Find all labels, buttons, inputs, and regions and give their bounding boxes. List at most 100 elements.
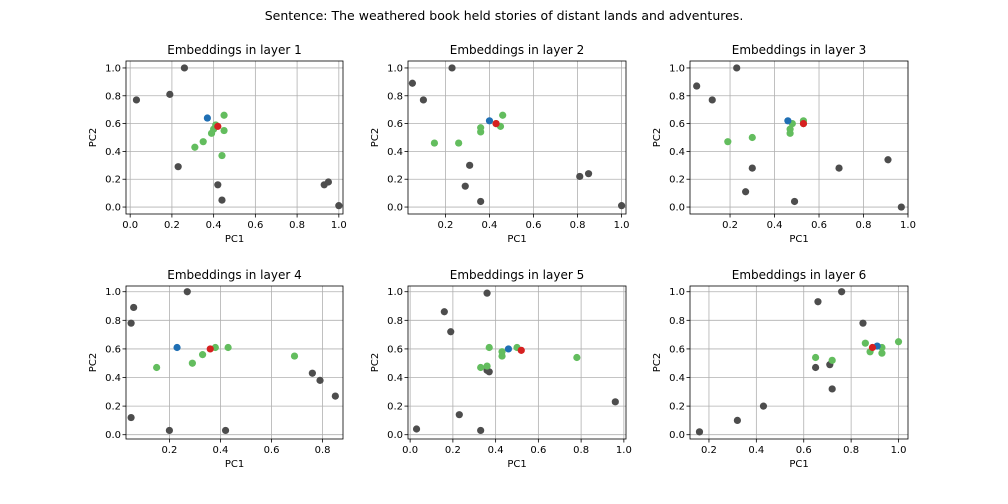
- panel-title: Embeddings in layer 3: [732, 43, 866, 57]
- scatter-point: [221, 426, 230, 435]
- x-axis-label: PC1: [507, 234, 526, 245]
- scatter-point: [165, 426, 173, 435]
- x-tick-label: 1.0: [616, 445, 632, 456]
- scatter-point: [448, 64, 456, 72]
- scatter-point: [218, 196, 226, 204]
- scatter-point: [455, 411, 463, 419]
- scatter-point: [183, 288, 191, 296]
- scatter-point: [324, 178, 332, 186]
- x-tick-label: 0.6: [247, 220, 263, 231]
- scatter-point: [799, 119, 808, 128]
- x-tick-label: 0.4: [488, 445, 504, 456]
- scatter-point: [331, 392, 339, 400]
- x-tick-label: 0.8: [289, 220, 305, 231]
- x-tick-label: 0.0: [122, 220, 138, 231]
- x-axis-label: PC1: [789, 459, 808, 470]
- x-axis-label: PC1: [789, 234, 808, 245]
- x-tick-label: 0.4: [206, 220, 222, 231]
- scatter-point: [868, 343, 877, 352]
- scatter-point: [483, 362, 491, 370]
- scatter-point: [742, 188, 750, 196]
- scatter-point: [695, 428, 704, 436]
- scatter-point: [811, 353, 820, 362]
- scatter-point: [573, 353, 581, 362]
- scatter-point: [708, 96, 716, 104]
- x-axis-label: PC1: [225, 459, 244, 470]
- scatter-point: [724, 138, 732, 146]
- x-tick-label: 1.0: [614, 220, 630, 231]
- y-tick-label: 0.6: [669, 344, 685, 355]
- y-tick-label: 0.0: [669, 430, 685, 441]
- scatter-point: [214, 122, 222, 130]
- scatter-point: [166, 90, 174, 98]
- scatter-panel-1: 0.0 0.2 0.4 0.6 0.8 1.0 0.0 0.2 0.4 0.6 0.8 1.0 Embe…: [88, 43, 347, 245]
- y-axis-label: PC2: [88, 128, 99, 147]
- y-tick-label: 0.2: [669, 175, 685, 186]
- scatter-point: [748, 164, 756, 172]
- x-tick-label: 1.0: [331, 220, 347, 231]
- y-axis-label: PC2: [370, 353, 381, 372]
- x-tick-label: 0.4: [748, 445, 764, 456]
- x-tick-label: 0.2: [437, 220, 453, 231]
- y-tick-label: 0.6: [387, 119, 403, 130]
- scatter-point: [180, 64, 189, 72]
- y-tick-label: 0.0: [387, 203, 403, 214]
- scatter-point: [224, 343, 232, 352]
- y-tick-label: 0.2: [387, 175, 403, 186]
- x-tick-label: 1.0: [891, 445, 907, 456]
- scatter-point: [188, 359, 196, 367]
- x-tick-label: 0.6: [796, 445, 812, 456]
- x-tick-label: 0.6: [264, 445, 280, 456]
- y-tick-label: 1.0: [669, 287, 685, 298]
- scatter-point: [786, 125, 794, 133]
- scatter-point: [811, 363, 820, 372]
- scatter-point: [455, 139, 463, 147]
- axes-frame: [407, 60, 627, 215]
- scatter-point: [220, 111, 228, 119]
- y-tick-label: 1.0: [669, 63, 685, 74]
- scatter-point: [308, 369, 316, 377]
- scatter-point: [492, 119, 500, 128]
- y-tick-label: 0.4: [387, 373, 403, 384]
- scatter-point: [440, 308, 448, 316]
- panel-title: Embeddings in layer 5: [450, 268, 584, 282]
- x-tick-label: 0.8: [573, 445, 589, 456]
- y-axis-label: PC2: [370, 128, 381, 147]
- x-tick-label: 1.0: [900, 220, 916, 231]
- axes-frame: [125, 60, 344, 215]
- scatter-point: [214, 181, 222, 189]
- scatter-point: [477, 197, 485, 206]
- y-tick-label: 0.6: [669, 119, 685, 130]
- x-tick-label: 0.0: [402, 445, 418, 456]
- panel-title: Embeddings in layer 1: [167, 43, 301, 57]
- scatter-point: [173, 343, 181, 352]
- x-tick-label: 0.2: [445, 445, 461, 456]
- x-tick-label: 0.2: [701, 445, 717, 456]
- x-tick-label: 0.8: [856, 220, 872, 231]
- y-tick-label: 0.0: [669, 203, 685, 214]
- scatter-point: [220, 126, 228, 135]
- panel-title: Embeddings in layer 6: [732, 268, 866, 282]
- y-tick-label: 1.0: [105, 287, 121, 298]
- scatter-point: [335, 202, 343, 210]
- scatter-point: [485, 117, 494, 125]
- x-tick-label: 0.2: [722, 220, 738, 231]
- scatter-point: [461, 182, 469, 190]
- scatter-point: [835, 164, 843, 172]
- scatter-point: [206, 345, 214, 353]
- scatter-point: [748, 133, 756, 142]
- y-tick-label: 0.6: [105, 119, 121, 130]
- scatter-point: [884, 156, 892, 164]
- scatter-point: [412, 425, 421, 433]
- scatter-panel-2: 0.2 0.4 0.6 0.8 1.0 0.0 0.2 0.4 0.6 0.8 1.0 Embeddi…: [370, 43, 630, 245]
- y-tick-label: 0.0: [105, 430, 121, 441]
- x-tick-label: 0.8: [315, 445, 331, 456]
- y-axis-label: PC2: [652, 353, 663, 372]
- scatter-point: [130, 303, 138, 312]
- scatter-point: [198, 351, 207, 359]
- x-tick-label: 0.6: [530, 445, 546, 456]
- scatter-point: [477, 124, 485, 132]
- scatter-point: [430, 139, 439, 147]
- x-tick-label: 0.4: [767, 220, 783, 231]
